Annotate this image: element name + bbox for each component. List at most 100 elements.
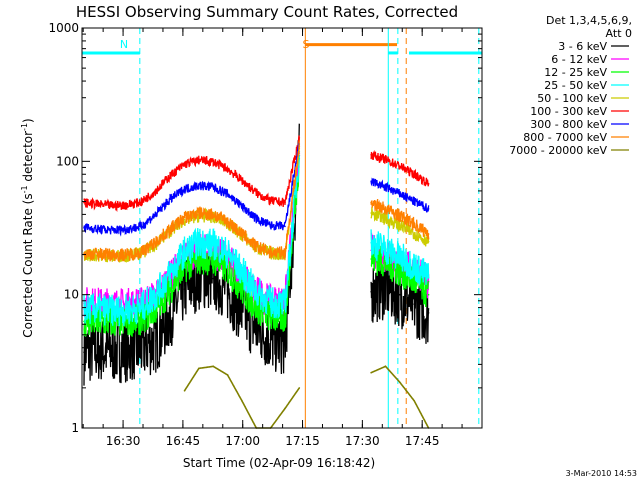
data-point <box>255 245 258 248</box>
data-point <box>413 303 416 305</box>
data-point <box>140 346 143 349</box>
data-point <box>298 137 301 139</box>
legend-label: 7000 - 20000 keV <box>509 144 607 157</box>
data-point <box>126 320 128 323</box>
data-point <box>370 154 372 156</box>
data-point <box>212 243 214 245</box>
data-point <box>140 306 143 309</box>
data-point <box>183 250 186 253</box>
series-8 <box>183 365 430 429</box>
y-axis: 1 10 100 1000 <box>48 21 482 435</box>
data-point <box>413 400 416 402</box>
data-point <box>126 348 128 351</box>
data-point <box>427 293 430 296</box>
data-point <box>399 293 401 296</box>
data-point <box>83 308 85 310</box>
data-point <box>212 259 214 261</box>
series-line <box>83 140 430 263</box>
y-axis-label-sup1: -1 <box>20 185 29 193</box>
legend-label: 800 - 7000 keV <box>523 131 607 144</box>
data-point <box>126 309 128 311</box>
data-point <box>284 342 286 345</box>
y-axis-label-sup2: -1 <box>20 123 29 131</box>
data-point <box>198 276 200 279</box>
data-point <box>269 200 272 202</box>
data-point <box>198 242 200 244</box>
data-point <box>284 407 286 410</box>
data-point <box>183 390 186 392</box>
timestamp: 3-Mar-2010 14:53 <box>566 469 637 478</box>
y-axis-label-end: ) <box>21 118 35 123</box>
data-point <box>413 280 416 283</box>
data-point <box>198 184 200 187</box>
data-point <box>384 248 387 250</box>
data-point <box>198 212 200 214</box>
data-point <box>97 203 100 206</box>
data-point <box>370 371 372 374</box>
data-point <box>241 400 243 402</box>
data-point <box>212 186 214 188</box>
data-point <box>140 318 143 321</box>
chart-title: HESSI Observing Summary Count Rates, Cor… <box>76 3 458 21</box>
data-point <box>226 220 229 223</box>
y-axis-label-main: Corrected Count Rate (s <box>21 193 35 337</box>
data-point <box>83 226 85 229</box>
data-point <box>183 163 186 166</box>
data-point <box>155 190 157 192</box>
legend-label: 300 - 800 keV <box>530 118 607 131</box>
data-point <box>427 233 430 235</box>
data-point <box>399 215 401 217</box>
data-point <box>198 258 200 260</box>
data-point <box>399 270 401 273</box>
data-point <box>370 242 372 244</box>
data-point <box>255 218 258 220</box>
data-point <box>370 212 372 214</box>
data-point <box>111 309 114 312</box>
data-point <box>97 308 100 310</box>
data-point <box>241 270 243 273</box>
x-tick-label: 17:45 <box>405 434 440 448</box>
data-point <box>384 158 387 161</box>
data-point <box>269 224 272 227</box>
data-point <box>155 213 157 216</box>
annotation-n: N <box>120 38 128 51</box>
data-point <box>169 198 171 200</box>
data-point <box>269 338 272 341</box>
data-point <box>413 173 416 176</box>
data-point <box>83 351 85 354</box>
legend-label: 100 - 300 keV <box>530 105 607 118</box>
data-point <box>126 253 128 256</box>
data-point <box>97 348 100 351</box>
data-point <box>226 268 229 271</box>
data-point <box>384 186 387 188</box>
series-5 <box>83 135 430 213</box>
data-point <box>169 272 171 275</box>
data-point <box>183 188 186 190</box>
y-tick-label: 100 <box>56 154 79 168</box>
series-7 <box>83 140 430 263</box>
data-point <box>183 288 186 290</box>
data-point <box>155 241 157 243</box>
series-3 <box>83 150 430 327</box>
data-point <box>284 201 286 204</box>
data-point <box>370 258 372 260</box>
annotation-s: S <box>303 38 310 51</box>
data-point <box>155 340 157 342</box>
series-6 <box>83 142 430 237</box>
data-point <box>255 327 258 330</box>
data-point <box>370 291 372 293</box>
data-point <box>399 224 401 227</box>
data-point <box>97 253 100 255</box>
data-point <box>169 228 171 230</box>
data-point <box>399 193 401 195</box>
data-point <box>226 167 229 170</box>
y-axis-label-mid: detector <box>21 131 35 186</box>
y-tick-label: 1000 <box>48 21 79 35</box>
data-point <box>384 285 387 288</box>
legend-label: 25 - 50 keV <box>544 79 607 92</box>
x-tick-label: 17:15 <box>285 434 320 448</box>
data-point <box>140 225 143 228</box>
data-point <box>427 240 430 243</box>
